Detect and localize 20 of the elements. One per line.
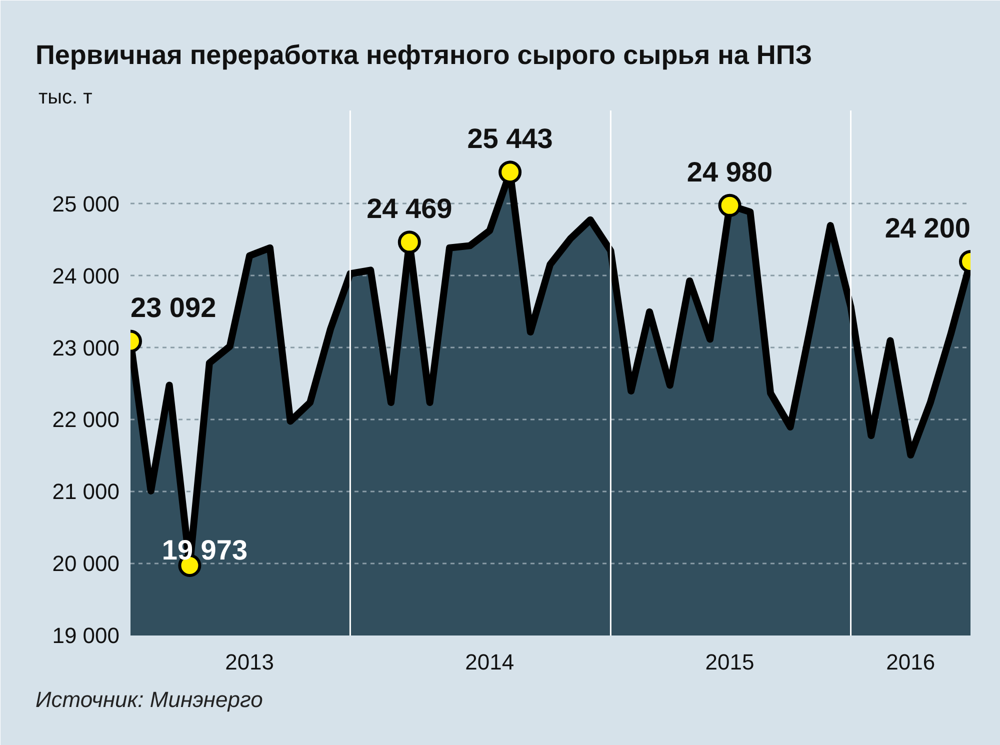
data-label: 25 443: [467, 123, 553, 154]
chart-title: Первичная переработка нефтяного сырого сырья на НПЗ: [36, 40, 812, 70]
y-tick-label: 20 000: [52, 551, 120, 576]
x-tick-label: 2014: [465, 650, 514, 674]
data-label: 24 980: [686, 156, 773, 188]
data-label: 24 200: [884, 212, 970, 244]
y-tick-label: 24 000: [52, 263, 120, 288]
text: Источник: Минэнерго: [36, 687, 263, 712]
y-tick-label: 23 000: [52, 335, 120, 360]
y-tick-label: 25 000: [52, 191, 120, 216]
x-tick-label: 2015: [705, 650, 754, 674]
data-label: 23 092: [130, 292, 216, 324]
y-tick-label: 21 000: [52, 479, 120, 504]
y-axis-title: тыс. т: [38, 86, 92, 108]
x-tick-label: 2013: [225, 650, 274, 674]
data-label: 24 469: [366, 193, 452, 224]
y-tick-label: 22 000: [52, 407, 120, 432]
data-label: 19 973: [162, 534, 248, 566]
y-tick-label: 19 000: [52, 623, 120, 648]
x-tick-label: 2016: [886, 650, 936, 674]
